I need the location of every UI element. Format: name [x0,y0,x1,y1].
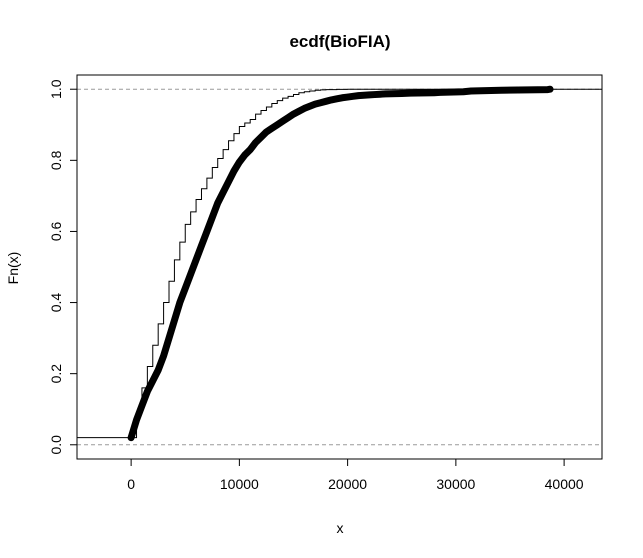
data-point [349,93,357,100]
ecdf-points [127,85,554,442]
data-point [257,134,265,141]
data-point [160,352,167,360]
y-tick-label: 1.0 [48,79,64,99]
data-point [214,199,221,207]
y-tick-label: 0.2 [48,364,64,384]
data-point [360,92,368,99]
ecdf-step-line [77,88,602,439]
chart-title: ecdf(BioFIA) [289,32,390,51]
data-point [252,139,259,146]
y-tick-label: 0.0 [48,435,64,455]
data-point [203,228,211,235]
data-point [311,100,319,108]
data-point [290,110,297,118]
data-point [546,86,554,93]
data-point [328,96,335,104]
x-tick-label: 0 [127,476,135,492]
data-point [219,189,227,196]
data-point [382,90,389,98]
data-point [165,334,173,342]
data-point [333,95,340,103]
x-axis-label: x [337,520,344,536]
data-point [138,402,146,409]
data-point [301,105,308,112]
data-point [176,299,184,306]
x-tick-label: 40000 [545,476,584,492]
y-axis: 0.0 0.2 0.4 0.6 0.8 1.0 [48,79,78,455]
data-point [263,128,270,136]
data-point [398,90,405,97]
data-point [225,178,232,185]
data-point [171,317,178,324]
y-tick-label: 0.6 [48,222,64,242]
plot-frame [76,74,603,460]
x-tick-label: 10000 [220,476,259,492]
data-point [355,92,362,99]
data-point [306,103,313,110]
data-point [284,114,292,121]
data-point [376,91,384,98]
data-point [268,125,276,132]
data-point [198,242,205,249]
y-axis-label: Fn(x) [5,252,21,285]
data-point [182,285,189,292]
data-point [460,88,467,95]
data-point [467,87,475,95]
y-tick-label: 0.4 [48,293,64,313]
data-point [344,93,351,101]
data-point [317,99,324,106]
data-point [279,118,286,125]
data-point [322,98,330,105]
data-point [371,91,378,98]
data-point [154,366,162,374]
data-point [209,214,216,221]
y-tick-label: 0.8 [48,150,64,170]
data-point [236,158,243,166]
reference-lines [77,88,602,446]
data-point [295,108,303,115]
data-point [187,270,194,278]
data-point [366,91,373,99]
data-point [192,256,200,264]
data-point [407,89,414,97]
x-axis: 0 10000 20000 30000 40000 [127,458,584,492]
data-point [274,121,281,128]
data-point [144,388,151,395]
data-point [498,87,505,94]
data-point [431,89,438,96]
point-trail [127,85,554,442]
data-point [230,167,238,175]
data-point [436,89,443,96]
data-point [149,377,156,384]
data-point [241,151,248,159]
data-point [339,94,346,101]
data-point [133,416,140,424]
x-tick-label: 30000 [436,476,475,492]
data-point [127,434,135,441]
step-line-path [77,88,602,439]
data-point [246,146,254,153]
x-tick-label: 20000 [328,476,367,492]
